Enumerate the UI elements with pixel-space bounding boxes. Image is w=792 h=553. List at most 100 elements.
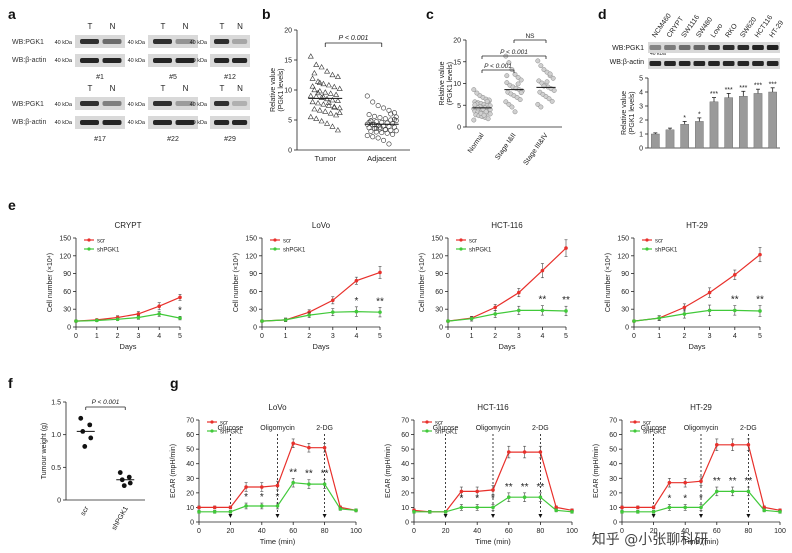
legend-label-scr: scr xyxy=(469,238,477,244)
significance-stars: ** xyxy=(539,295,547,306)
injection-label: 2-DG xyxy=(740,425,757,432)
data-point-shPGK1 xyxy=(491,505,495,510)
legend-marker xyxy=(273,238,277,242)
legend-marker xyxy=(210,420,214,424)
data-point-scr xyxy=(707,290,712,295)
blot-strip-actin xyxy=(210,54,250,67)
significance-stars: * xyxy=(683,494,687,505)
injection-label: 2-DG xyxy=(316,425,333,432)
band-pgk1 xyxy=(664,45,676,50)
data-point xyxy=(485,116,491,122)
data-point-scr xyxy=(459,489,464,494)
data-point xyxy=(336,104,343,111)
significance-stars: * xyxy=(475,494,479,505)
band-actin-normal xyxy=(232,58,248,63)
x-axis-label: Days xyxy=(688,342,705,351)
significance-stars: * xyxy=(459,494,463,505)
data-point xyxy=(474,90,480,96)
data-point xyxy=(541,67,547,73)
x-tick-label: 4 xyxy=(157,333,161,340)
significance-stars: *** xyxy=(739,85,747,92)
data-point xyxy=(331,83,338,90)
data-point-scr xyxy=(517,290,521,295)
y-axis-label: Cell number (×10⁴) xyxy=(47,253,54,312)
y-tick-label: 30 xyxy=(249,307,257,314)
data-point xyxy=(538,104,544,110)
x-tick-label: 4 xyxy=(540,333,544,340)
data-point-shPGK1 xyxy=(136,315,141,320)
band-actin xyxy=(664,61,676,66)
band-actin xyxy=(766,61,779,66)
data-point-shPGK1 xyxy=(469,316,474,321)
y-tick-label: 4 xyxy=(639,90,643,97)
data-point-scr xyxy=(564,246,568,250)
data-point-shPGK1 xyxy=(758,309,762,313)
data-point-shPGK1 xyxy=(228,510,233,514)
data-point xyxy=(320,101,327,107)
lane-header-normal: N xyxy=(110,22,116,31)
arrow-head xyxy=(443,514,448,518)
significance-stars: ** xyxy=(756,295,764,306)
injection-label: Glucose xyxy=(433,425,459,432)
kda-label: 40 kDa xyxy=(55,120,73,126)
sample-id: #5 xyxy=(169,74,177,81)
y-tick-label: 5 xyxy=(457,103,461,110)
p-value-label: NS xyxy=(525,33,535,40)
chart-title: LoVo xyxy=(268,403,287,412)
x-tick-label: 5 xyxy=(564,333,568,340)
y-tick-label: 20 xyxy=(401,490,409,497)
data-point xyxy=(316,79,323,85)
x-tick-label: 2 xyxy=(307,333,311,340)
data-point-scr xyxy=(730,442,735,447)
significance-stars: * xyxy=(260,492,264,503)
band-actin xyxy=(752,61,764,66)
legend-marker xyxy=(87,238,91,242)
y-tick-label: 50 xyxy=(186,447,194,454)
y-tick-label: 5 xyxy=(639,76,643,83)
x-tick-label: 0 xyxy=(446,333,450,340)
data-point-scr xyxy=(683,480,687,485)
data-point-shPGK1 xyxy=(197,510,201,514)
data-point xyxy=(309,75,316,81)
kda-label: 40 kDa xyxy=(55,102,73,108)
data-point-scr xyxy=(307,445,311,450)
category-label: Stage III&IV xyxy=(522,132,549,167)
blot-strip-pgk1 xyxy=(210,97,250,110)
category-label: Adjacent xyxy=(367,154,397,163)
injection-label: Glucose xyxy=(218,425,244,432)
data-point-shPGK1 xyxy=(554,508,558,513)
x-tick-label: 2 xyxy=(682,333,686,340)
data-point-scr xyxy=(378,270,382,275)
data-point-shPGK1 xyxy=(493,312,498,316)
band-pgk1-tumor xyxy=(80,101,99,106)
significance-stars: * xyxy=(667,494,671,505)
bar xyxy=(768,91,777,149)
data-point-shPGK1 xyxy=(746,489,751,494)
x-tick-label: 1 xyxy=(284,333,288,340)
chart-title: HCT-116 xyxy=(491,221,523,230)
legend-marker xyxy=(633,420,637,424)
x-tick-label: 0 xyxy=(620,528,624,535)
lane-header-normal: N xyxy=(237,84,243,93)
data-point-scr xyxy=(540,268,545,273)
data-point-shPGK1 xyxy=(322,482,327,486)
band-actin-tumor xyxy=(80,120,99,125)
band-pgk1-normal xyxy=(232,39,248,44)
data-point-shPGK1 xyxy=(636,510,640,514)
arrow-head xyxy=(651,514,656,518)
data-point xyxy=(388,127,394,133)
data-point-shPGK1 xyxy=(260,319,264,323)
data-point-shPGK1 xyxy=(95,318,99,323)
data-point-shPGK1 xyxy=(707,308,712,313)
kda-label: 40 kDa xyxy=(128,120,146,126)
y-tick-label: 90 xyxy=(249,271,257,278)
band-actin-tumor xyxy=(214,120,230,125)
data-point-scr xyxy=(715,442,719,447)
data-point xyxy=(487,111,493,117)
x-tick-label: 100 xyxy=(566,528,578,535)
data-point xyxy=(126,474,132,480)
data-point xyxy=(535,101,541,107)
legend-label-shPGK1: shPGK1 xyxy=(220,429,243,435)
y-tick-label: 60 xyxy=(435,289,443,296)
y-tick-label: 30 xyxy=(186,476,194,483)
